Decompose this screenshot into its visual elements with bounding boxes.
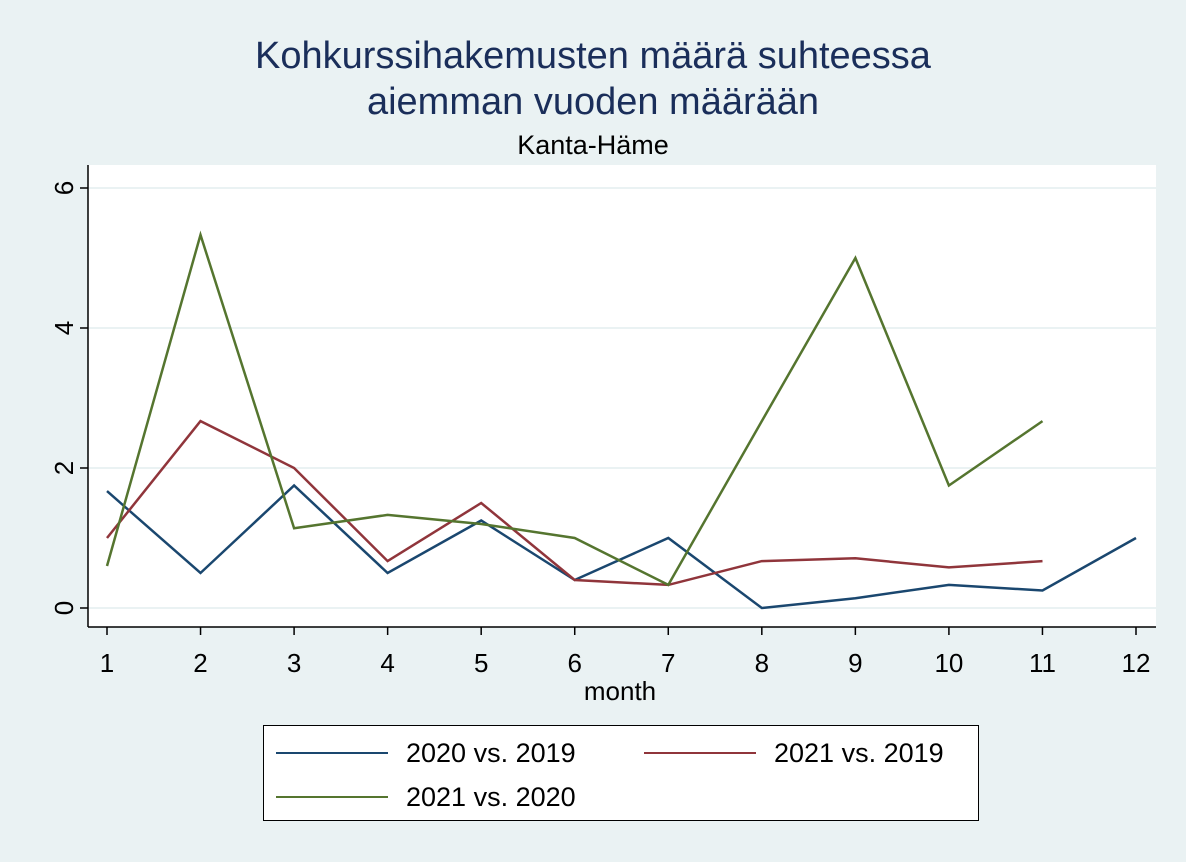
legend-label-3: 2021 vs. 2020 [406, 781, 576, 812]
legend-entry-2: 2021 vs. 2019 [644, 738, 944, 768]
legend-entry-3: 2021 vs. 2020 [276, 782, 576, 812]
y-tick-label-2: 2 [49, 461, 79, 475]
x-tick-label-5: 5 [474, 648, 488, 678]
series-line-3 [105, 230, 1044, 587]
x-tick-label-10: 10 [934, 648, 963, 678]
legend-swatch-2 [644, 752, 756, 754]
series-line-1 [106, 483, 1137, 610]
legend-swatch-3 [276, 796, 388, 798]
legend-label-2: 2021 vs. 2019 [774, 737, 944, 768]
x-tick-label-6: 6 [567, 648, 581, 678]
legend-label-1: 2020 vs. 2019 [406, 737, 576, 768]
x-tick-label-2: 2 [193, 648, 207, 678]
x-axis-label: month [584, 676, 656, 706]
legend: 2020 vs. 2019 2021 vs. 2019 2021 vs. 202… [263, 725, 979, 821]
chart-title-line-2: aiemman vuoden määrään [366, 81, 820, 123]
x-tick-label-3: 3 [287, 648, 301, 678]
series-line-2 [106, 419, 1043, 587]
x-tick-label-9: 9 [848, 648, 862, 678]
x-tick-label-11: 11 [1029, 648, 1056, 678]
x-tick-label-8: 8 [755, 648, 769, 678]
legend-swatch-1 [276, 752, 388, 754]
y-tick-label-6: 6 [49, 181, 79, 195]
plot-area [88, 165, 1156, 627]
x-tick-label-7: 7 [661, 648, 675, 678]
x-tick-label-4: 4 [380, 648, 394, 678]
chart-title-line-1: Kohkurssihakemusten määrä suhteessa [255, 35, 931, 77]
legend-entry-1: 2020 vs. 2019 [276, 738, 576, 768]
x-tick-label-12: 12 [1122, 648, 1151, 678]
y-tick-label-4: 4 [49, 321, 79, 335]
chart-subtitle: Kanta-Häme [517, 130, 669, 160]
y-tick-label-0: 0 [49, 601, 79, 615]
x-tick-label-1: 1 [100, 648, 114, 678]
